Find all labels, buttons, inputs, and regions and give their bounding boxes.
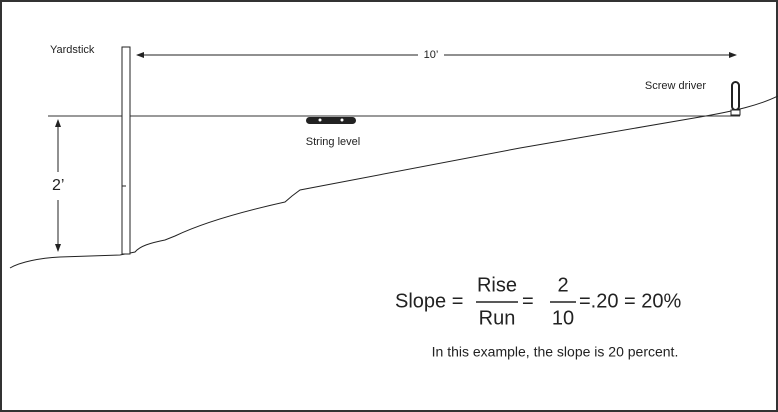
formula-den-value: 10: [552, 307, 574, 329]
screw-driver-tip: [730, 109, 741, 116]
level-dot: [318, 118, 322, 122]
string-level: [306, 117, 356, 124]
formula-num-value: 2: [557, 274, 568, 296]
rise-label: 2’: [52, 177, 64, 194]
ground-line: [9, 95, 778, 269]
screw-driver: [731, 81, 740, 111]
caption: In this example, the slope is 20 percent…: [432, 344, 679, 360]
level-dot: [340, 118, 344, 122]
string-level-label: String level: [306, 136, 360, 148]
yardstick-label: Yardstick: [50, 44, 95, 56]
screw-driver-label: Screw driver: [645, 80, 706, 92]
formula-equals: =: [522, 290, 534, 312]
formula-result: =.20 = 20%: [579, 290, 682, 312]
run-label: 10’: [424, 49, 439, 61]
formula-numerator: Rise: [477, 274, 517, 296]
formula-lhs: Slope =: [395, 290, 463, 312]
formula-denominator: Run: [479, 307, 516, 329]
yardstick: [121, 46, 131, 255]
